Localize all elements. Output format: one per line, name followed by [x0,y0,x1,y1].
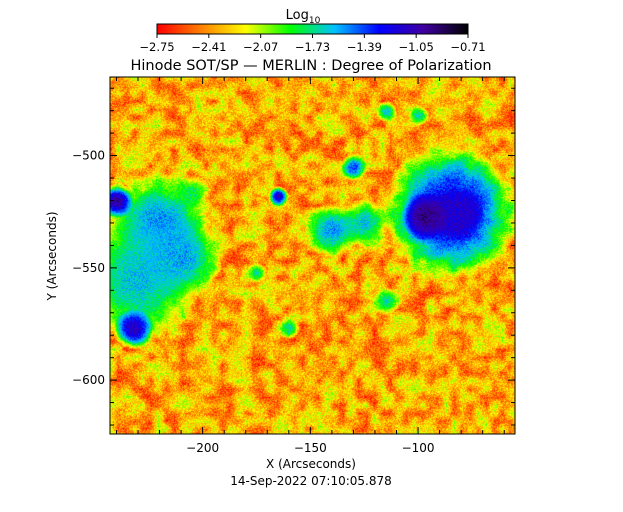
x-tick-label: −150 [294,441,327,455]
colorbar-tick-label: −2.07 [243,40,278,54]
colorbar-tick-label: −1.39 [347,40,382,54]
colorbar-gradient [156,23,469,35]
chart-title: Hinode SOT/SP — MERLIN : Degree of Polar… [130,58,491,74]
colorbar: Log10 −2.75 −2.41 −2.07 −1.73 −1.39 −1.05 −0.7… [139,8,485,54]
colorbar-tick-label: −2.75 [139,40,174,54]
timestamp: 14-Sep-2022 07:10:05.878 [230,474,392,488]
x-axis: −200 −150 −100 [115,77,505,455]
x-tick-label: −200 [186,441,219,455]
colorbar-tick-label: −0.71 [450,40,485,54]
heatmap-image [110,77,515,434]
colorbar-ticks: −2.75 −2.41 −2.07 −1.73 −1.39 −1.05 −0.71 [139,34,486,54]
y-tick-label: −550 [72,261,105,275]
colorbar-label: Log10 [286,8,321,26]
plot-frame [109,76,516,435]
heatmap-area [110,77,515,434]
y-axis: −500 −550 −600 [72,87,515,426]
x-tick-label: −100 [402,441,435,455]
y-tick-label: −600 [72,373,105,387]
colorbar-tick-label: −1.05 [399,40,434,54]
colorbar-tick-label: −2.41 [191,40,226,54]
colorbar-label-subscript: 10 [309,16,321,26]
y-axis-label: Y (Arcseconds) [45,211,59,301]
y-tick-label: −500 [72,149,105,163]
colorbar-tick-label: −1.73 [295,40,330,54]
x-axis-label: X (Arcseconds) [266,457,356,471]
